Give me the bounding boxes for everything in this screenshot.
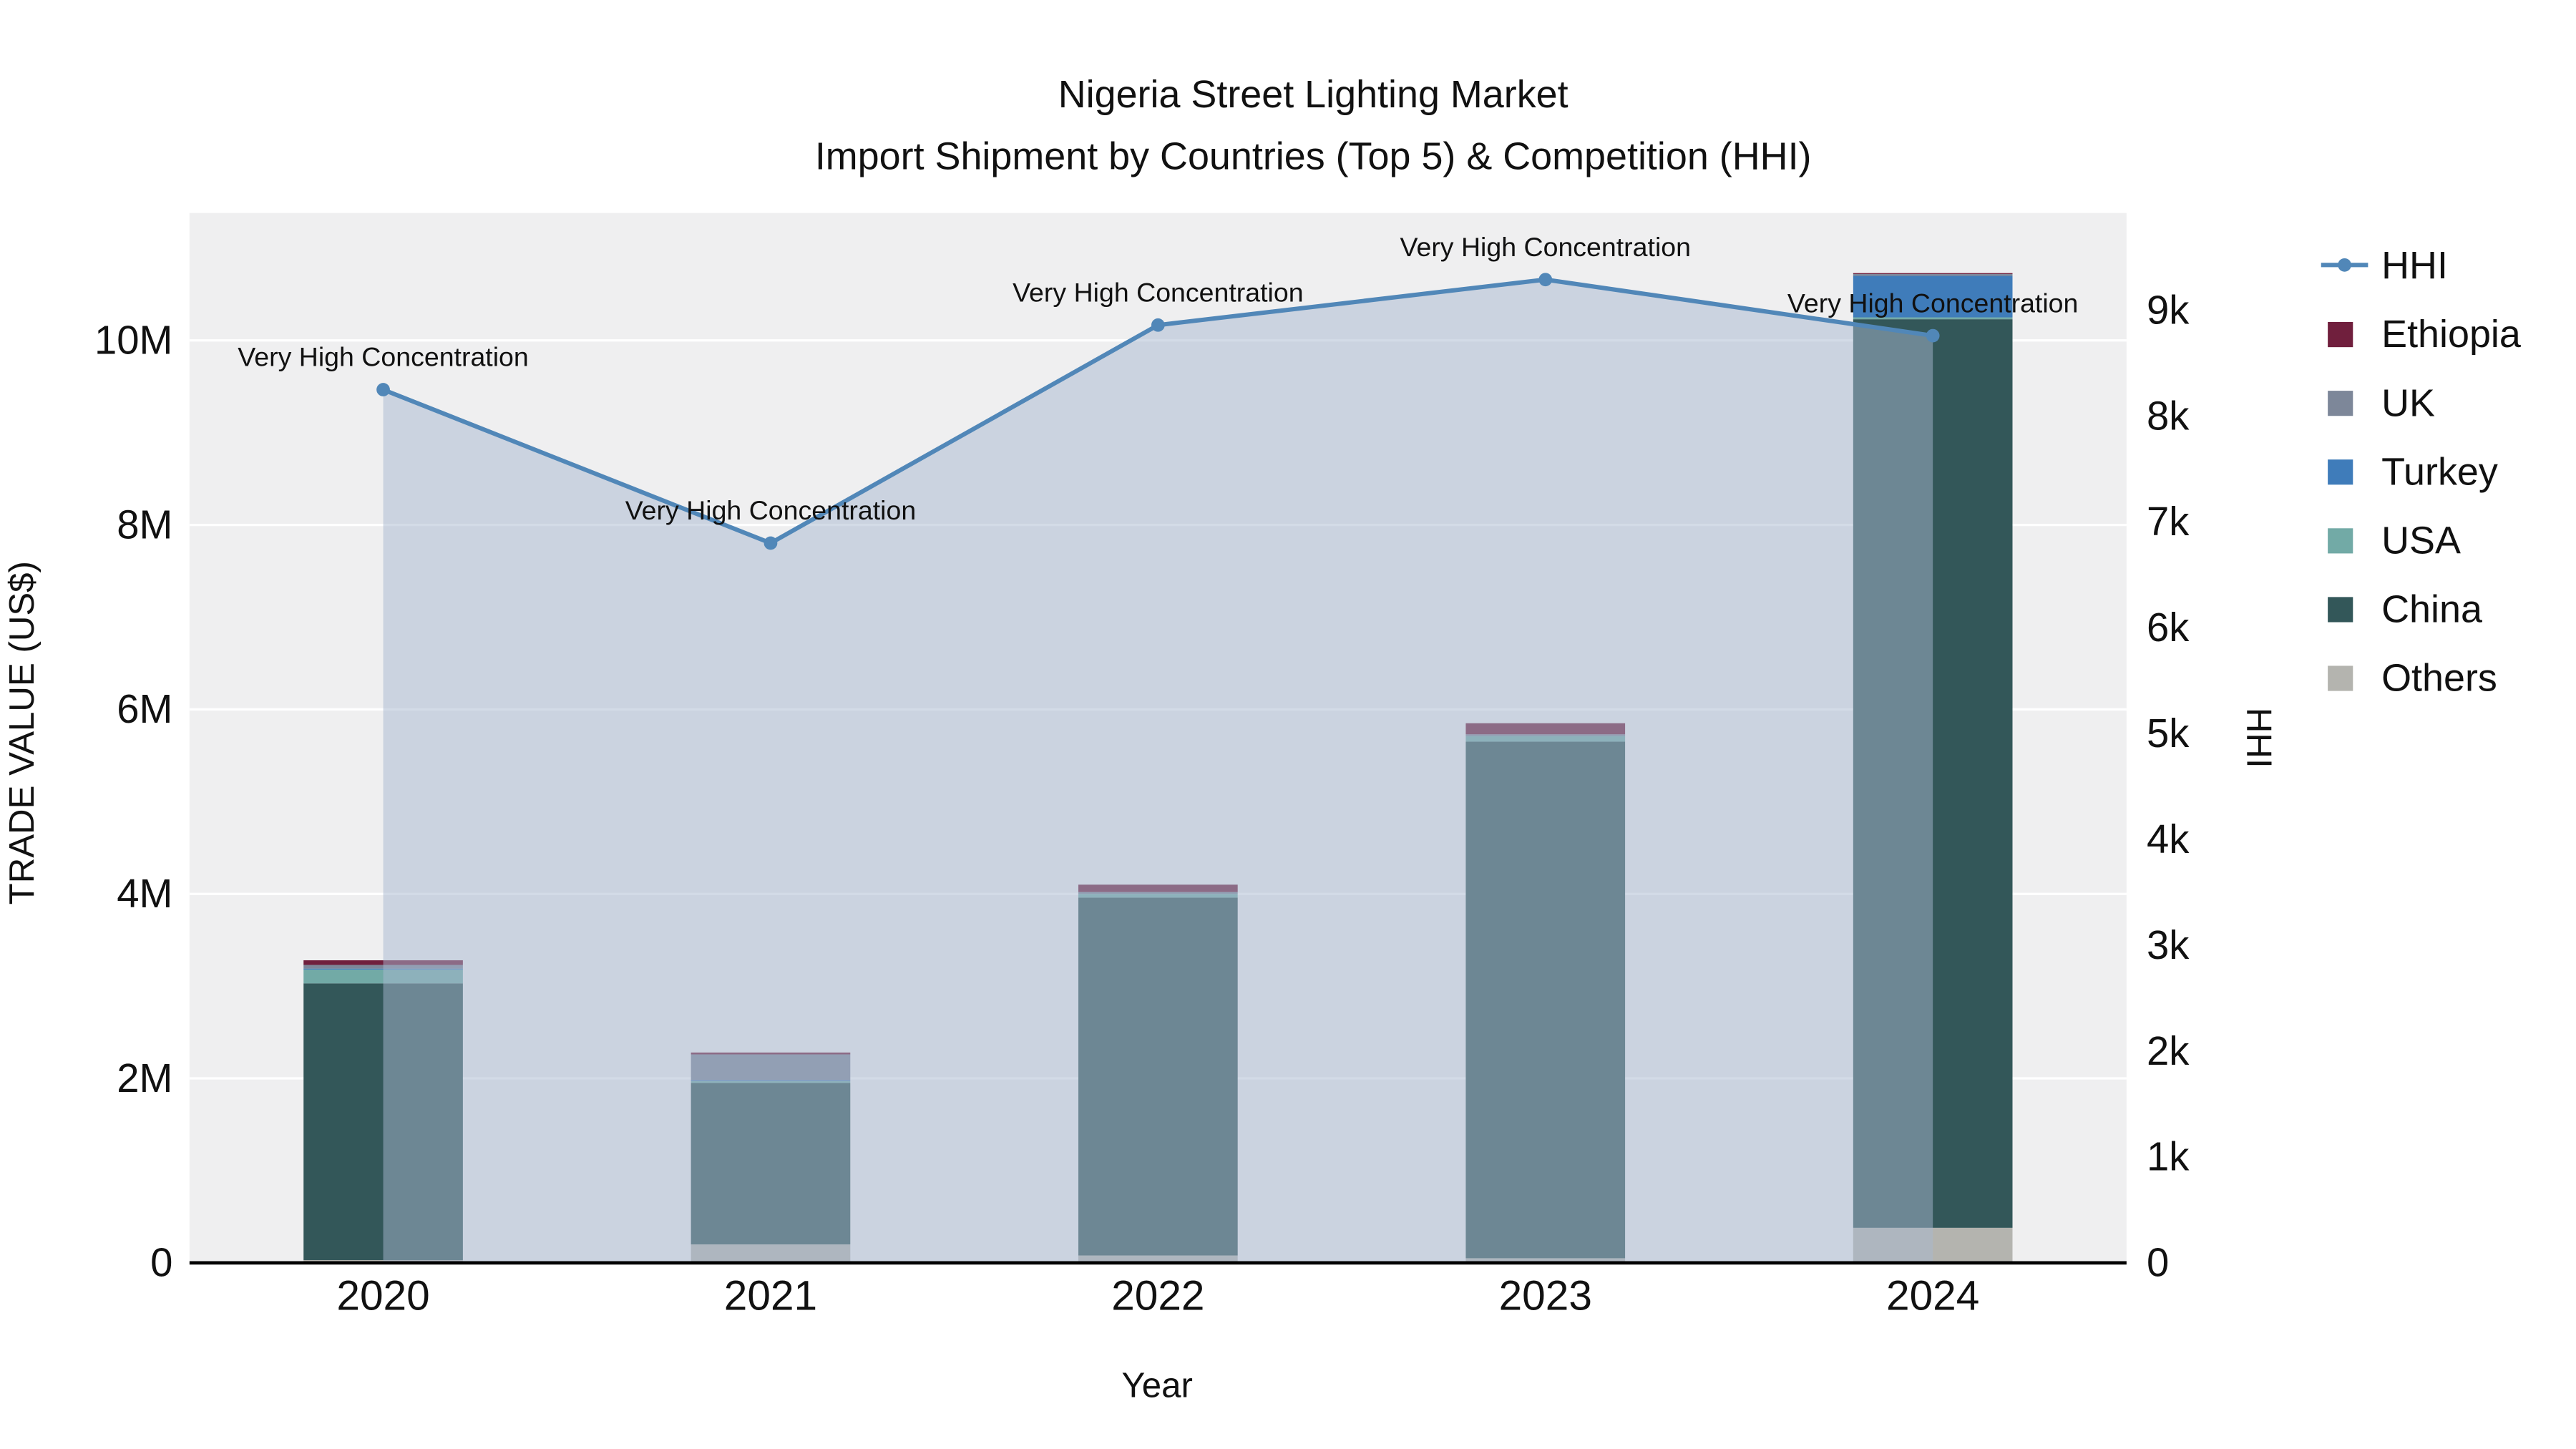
legend-swatch-usa bbox=[2328, 528, 2353, 554]
y-left-tick: 6M bbox=[117, 686, 172, 731]
y-right-tick: 9k bbox=[2147, 287, 2190, 332]
hhi-point-2024[interactable] bbox=[1926, 328, 1940, 343]
y-right-tick: 2k bbox=[2147, 1028, 2190, 1073]
legend-label: USA bbox=[2381, 519, 2461, 562]
annotation-2022: Very High Concentration bbox=[1013, 277, 1303, 307]
annotations: Very High Concentration Very High Concent… bbox=[238, 232, 2078, 525]
hhi-point-2023[interactable] bbox=[1538, 273, 1553, 287]
legend-label: UK bbox=[2381, 381, 2435, 424]
legend-item-uk[interactable]: UK bbox=[2328, 381, 2435, 424]
x-tick-2021: 2021 bbox=[724, 1272, 817, 1319]
legend-label: HHI bbox=[2381, 244, 2448, 287]
y-right-tick: 8k bbox=[2147, 393, 2190, 438]
legend-label: Turkey bbox=[2381, 450, 2498, 493]
bar-segment-turkey-2024[interactable] bbox=[1853, 275, 2013, 318]
y-left-tick: 0 bbox=[150, 1240, 172, 1285]
legend-label: China bbox=[2381, 588, 2482, 631]
y-axis-left-title: TRADE VALUE (US$) bbox=[2, 561, 42, 904]
legend-marker-sample bbox=[2338, 258, 2351, 272]
hhi-point-2021[interactable] bbox=[763, 536, 778, 550]
y-left-tick: 4M bbox=[117, 871, 172, 916]
bar-segment-ethiopia-2024[interactable] bbox=[1853, 273, 2013, 274]
hhi-points bbox=[376, 273, 1940, 550]
y-right-tick: 0 bbox=[2147, 1240, 2169, 1285]
annotation-2023: Very High Concentration bbox=[1400, 232, 1691, 262]
legend-item-hhi[interactable]: HHI bbox=[2321, 244, 2448, 287]
x-tick-2023: 2023 bbox=[1499, 1272, 1592, 1319]
bar-segment-usa-2024[interactable] bbox=[1853, 317, 2013, 320]
legend-item-turkey[interactable]: Turkey bbox=[2328, 450, 2498, 493]
legend-swatch-china bbox=[2328, 597, 2353, 623]
y-left-tick: 2M bbox=[117, 1055, 172, 1101]
hhi-point-2022[interactable] bbox=[1151, 318, 1165, 332]
hhi-area-fill bbox=[383, 279, 1933, 1263]
legend-item-usa[interactable]: USA bbox=[2328, 519, 2461, 562]
legend: HHI Ethiopia UK Turkey USA China Others bbox=[2321, 244, 2521, 700]
y-right-tick: 3k bbox=[2147, 922, 2190, 967]
legend-label: Ethiopia bbox=[2381, 313, 2521, 356]
y-right-tick: 7k bbox=[2147, 499, 2190, 544]
annotation-2024: Very High Concentration bbox=[1787, 288, 2078, 318]
legend-swatch-ethiopia bbox=[2328, 322, 2353, 348]
chart-subtitle: Import Shipment by Countries (Top 5) & C… bbox=[815, 135, 1812, 178]
legend-swatch-others bbox=[2328, 665, 2353, 691]
x-tick-2024: 2024 bbox=[1886, 1272, 1979, 1319]
hhi-point-2020[interactable] bbox=[376, 383, 390, 396]
legend-item-ethiopia[interactable]: Ethiopia bbox=[2328, 313, 2521, 356]
x-axis-title: Year bbox=[1121, 1365, 1192, 1405]
annotation-2020: Very High Concentration bbox=[238, 342, 528, 372]
y-right-tick: 1k bbox=[2147, 1134, 2190, 1179]
legend-swatch-uk bbox=[2328, 391, 2353, 416]
bar-segment-uk-2024[interactable] bbox=[1853, 273, 2013, 276]
chart-title: Nigeria Street Lighting Market bbox=[1058, 73, 1568, 116]
x-tick-2022: 2022 bbox=[1111, 1272, 1204, 1319]
y-axis-right-title: HHI bbox=[2240, 708, 2279, 769]
legend-swatch-turkey bbox=[2328, 459, 2353, 485]
y-right-tick: 5k bbox=[2147, 711, 2190, 756]
y-right-tick: 4k bbox=[2147, 816, 2190, 862]
annotation-2021: Very High Concentration bbox=[625, 495, 916, 525]
legend-item-others[interactable]: Others bbox=[2328, 657, 2497, 700]
y-left-tick: 10M bbox=[94, 318, 172, 363]
hhi-area bbox=[383, 279, 1933, 1263]
tick-labels: 0 2M 4M 6M 8M 10M 0 1k 2k 3k 4k 5k 6k 7k 8k 9k 2020 2021 2… bbox=[94, 287, 2190, 1319]
legend-label: Others bbox=[2381, 657, 2497, 700]
legend-item-china[interactable]: China bbox=[2328, 588, 2482, 631]
x-tick-2020: 2020 bbox=[336, 1272, 429, 1319]
y-right-tick: 6k bbox=[2147, 605, 2190, 650]
y-left-tick: 8M bbox=[117, 502, 172, 547]
